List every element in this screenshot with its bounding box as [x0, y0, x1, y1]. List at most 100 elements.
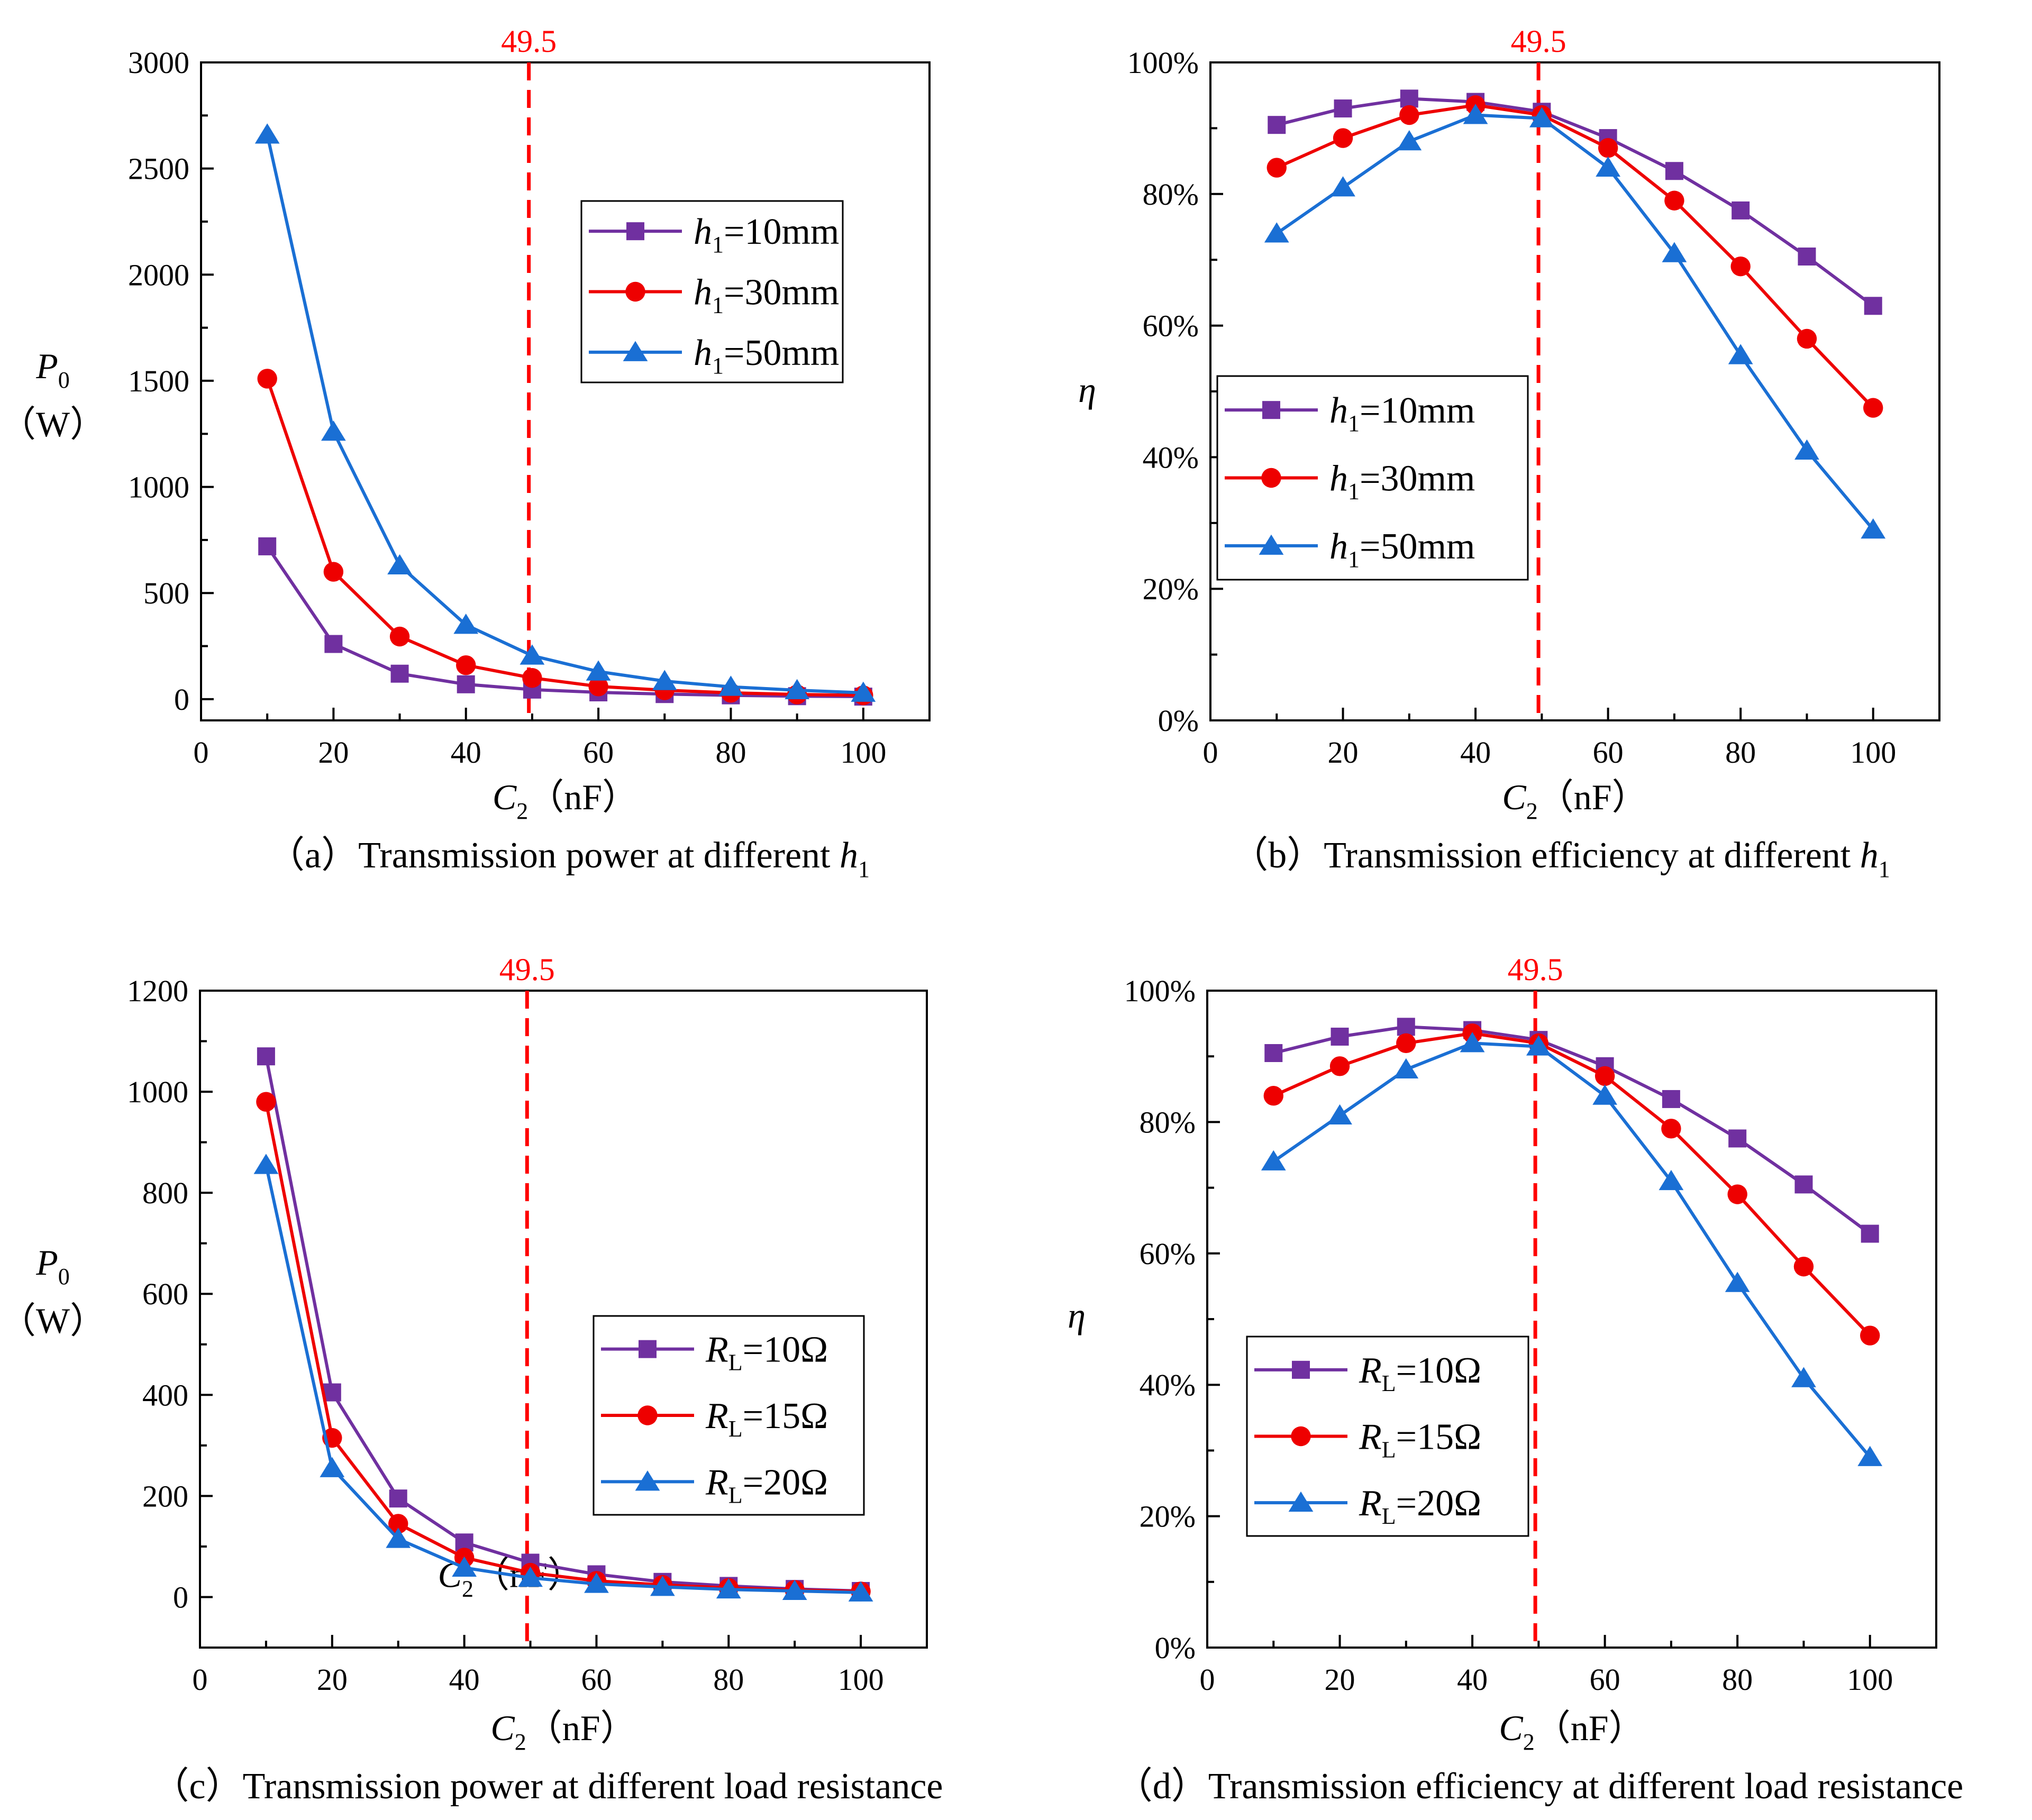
data-point [1264, 222, 1289, 243]
data-point [1397, 130, 1422, 151]
x-axis-var: C [490, 1708, 515, 1748]
data-point [650, 1576, 675, 1596]
data-point [389, 626, 410, 647]
series-3 [253, 1154, 873, 1602]
caption-sub: 1 [858, 856, 870, 882]
x-axis-var: C [1499, 1708, 1523, 1748]
data-point [522, 668, 542, 688]
legend-marker [1291, 1426, 1311, 1447]
chart-panel-a: 0 20 40 60 80 10005001000150020002500300049.5… [0, 24, 931, 882]
y-tick-label: 100% [1124, 974, 1196, 1008]
y-axis-var: P [35, 1242, 58, 1283]
x-tick-label: 40 [1460, 735, 1491, 770]
y-tick-label: 80% [1140, 1105, 1196, 1139]
x-tick-label: 40 [451, 735, 481, 770]
legend-label: RL=10Ω [1359, 1350, 1481, 1396]
legend-var: h [694, 333, 712, 373]
data-point [652, 670, 677, 690]
data-point [1793, 1256, 1814, 1277]
data-point [1598, 138, 1618, 158]
data-point [1860, 1325, 1880, 1346]
legend-sub: L [728, 1416, 743, 1442]
legend-marker [637, 1405, 658, 1425]
caption-var: h [1860, 835, 1879, 876]
legend-marker [1288, 1491, 1314, 1512]
legend-label: h1=50mm [694, 333, 839, 379]
x-tick-label: 100 [1850, 735, 1896, 770]
legend-label: RL=20Ω [705, 1462, 828, 1508]
legend-marker [625, 281, 645, 302]
legend-rest: =15Ω [743, 1396, 828, 1437]
data-point [1396, 1033, 1416, 1054]
data-point [588, 676, 608, 697]
data-point [456, 655, 476, 675]
data-point [1728, 344, 1753, 364]
y-tick-label: 1200 [127, 974, 188, 1008]
y-tick-label: 2000 [128, 258, 189, 292]
legend-sub: 1 [1348, 546, 1360, 572]
y-tick-label: 60% [1140, 1237, 1196, 1271]
data-point [1727, 1184, 1747, 1204]
legend-var: h [694, 272, 712, 313]
x-tick-label: 100 [1847, 1662, 1893, 1697]
legend-var: R [705, 1462, 728, 1503]
data-point [1594, 1066, 1615, 1086]
x-tick-label: 0 [193, 1662, 208, 1697]
data-point [1725, 1272, 1750, 1292]
legend-label: RL=15Ω [705, 1396, 828, 1442]
y-axis-unit: （W） [0, 1301, 106, 1341]
x-tick-label: 20 [1325, 1662, 1355, 1697]
x-axis-label: C2（nF） [1502, 777, 1647, 824]
data-point [1662, 242, 1687, 262]
y-tick-label: 20% [1143, 572, 1199, 606]
series-line [266, 134, 863, 694]
data-point [1261, 1150, 1286, 1170]
panel-caption: （a）Transmission power at different h1 [268, 835, 870, 882]
data-point [321, 420, 346, 441]
y-tick-label: 0% [1155, 1631, 1196, 1665]
legend-rest: =10mm [1360, 390, 1475, 431]
data-point [1393, 1058, 1419, 1079]
y-axis-var: η [1078, 370, 1096, 410]
y-tick-label: 600 [142, 1277, 188, 1311]
data-point [1797, 328, 1817, 349]
data-point [1264, 1044, 1283, 1062]
legend-rest: =10Ω [743, 1330, 828, 1370]
legend-marker [639, 1340, 657, 1358]
data-point [1861, 1224, 1879, 1243]
series-line [1273, 1031, 1871, 1337]
series-line [266, 378, 863, 697]
legend-sub: L [1382, 1437, 1396, 1463]
caption-text: （d）Transmission efficiency at different … [1116, 1766, 1963, 1807]
x-tick-label: 20 [318, 735, 349, 770]
data-point [388, 1514, 408, 1534]
x-axis-sub: 2 [516, 798, 528, 824]
series-line [266, 545, 863, 699]
series-3 [1264, 104, 1886, 539]
legend-sub: 1 [712, 353, 724, 379]
x-tick-label: 20 [317, 1662, 348, 1697]
y-tick-label: 1500 [128, 364, 189, 398]
x-axis-sub: 2 [515, 1729, 526, 1755]
data-point [1331, 176, 1355, 197]
legend-marker [1261, 468, 1281, 488]
legend-rest: =15Ω [1396, 1417, 1482, 1458]
series-line [1276, 97, 1874, 307]
data-point [1400, 89, 1418, 108]
legend-sub: L [1382, 1370, 1396, 1396]
legend-var: h [1329, 390, 1348, 431]
x-tick-label: 60 [581, 1662, 612, 1697]
x-axis-label: C2（nF） [493, 777, 638, 824]
legend-sub: L [728, 1350, 743, 1376]
data-point [1857, 1446, 1883, 1466]
data-point [323, 562, 344, 582]
legend-rest: =50mm [1360, 526, 1475, 567]
legend-var: R [705, 1330, 728, 1370]
data-point [452, 1556, 477, 1577]
data-point [257, 369, 277, 389]
x-tick-label: 100 [840, 735, 886, 770]
data-point [1268, 116, 1286, 134]
